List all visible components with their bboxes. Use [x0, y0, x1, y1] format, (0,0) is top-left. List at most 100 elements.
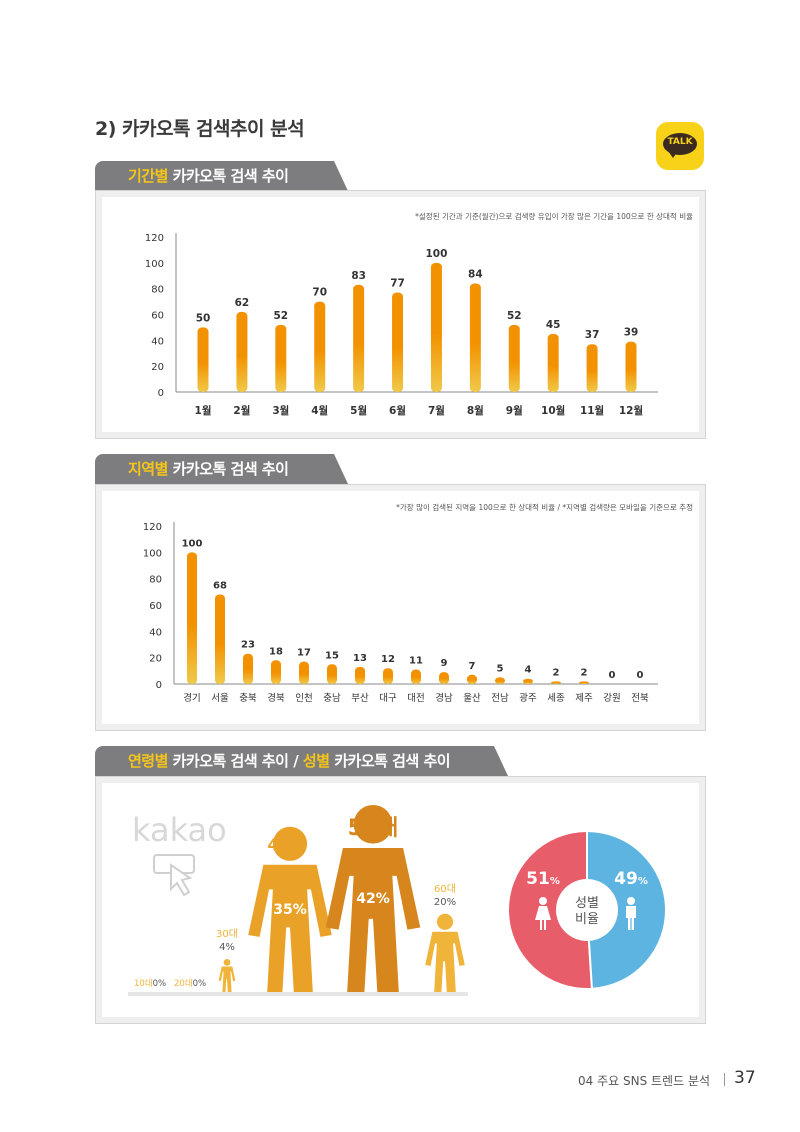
period-bar-chart: 0 20 40 60 80 100 120 50 1월 62 2월 52 3월 70 4월 83 5월 77 6월 1…	[145, 233, 658, 417]
age-value-label: 42%	[356, 891, 390, 907]
bar-value-label: 9	[441, 658, 448, 669]
age-value-label: 20%	[434, 897, 456, 908]
age-label: 50대	[348, 816, 399, 841]
x-tick-label: 광주	[519, 692, 537, 704]
tab-region-rest: 카카오톡 검색 추이	[167, 460, 289, 478]
bar	[547, 333, 559, 392]
bar-value-label: 77	[390, 278, 405, 290]
x-tick-label: 인천	[295, 693, 312, 704]
age-gender-infographic: kakao 10대0% 20대0%30대4%40대35%50대42%60대20% …	[128, 804, 667, 996]
bar	[625, 341, 637, 392]
bar-value-label: 4	[525, 665, 532, 676]
bar	[523, 678, 533, 684]
bar-value-label: 12	[381, 654, 395, 665]
bar	[392, 292, 404, 392]
bar	[327, 664, 337, 684]
bar-value-label: 52	[274, 310, 289, 322]
bar	[586, 344, 598, 392]
region-bar-chart: 020406080100120100경기68서울23충북18경북17인천15충남…	[143, 522, 658, 704]
pie-slice-female	[507, 829, 594, 990]
tab-age-gender: 연령별 카카오톡 검색 추이 / 성별 카카오톡 검색 추이	[95, 746, 508, 776]
y-tick-label: 80	[151, 285, 164, 296]
bar-value-label: 5	[497, 663, 504, 674]
age-label: 20대0%	[174, 979, 206, 989]
bar	[383, 668, 393, 684]
bar	[469, 283, 481, 392]
x-tick-label: 1월	[195, 404, 212, 417]
x-tick-label: 12월	[619, 404, 643, 417]
x-tick-label: 3월	[272, 404, 289, 417]
page-title: 2) 카카오톡 검색추이 분석	[95, 118, 305, 140]
x-tick-label: 경기	[183, 692, 200, 704]
age-figure	[425, 913, 465, 992]
bar-value-label: 0	[609, 670, 616, 681]
y-tick-label: 20	[149, 654, 162, 665]
talk-icon-label: TALK	[667, 137, 693, 147]
x-tick-label: 4월	[311, 404, 328, 417]
age-baseline	[128, 992, 468, 996]
age-figure	[218, 958, 236, 992]
bar	[430, 262, 442, 392]
x-tick-label: 부산	[351, 693, 369, 704]
x-tick-label: 8월	[467, 404, 484, 417]
age-label: 10대0%	[134, 979, 166, 989]
x-tick-label: 제주	[575, 693, 593, 704]
x-tick-label: 5월	[350, 404, 367, 417]
bar-value-label: 68	[213, 580, 227, 591]
bar-value-label: 23	[241, 640, 255, 651]
x-tick-label: 경남	[435, 692, 453, 704]
bar	[243, 653, 253, 684]
y-tick-label: 120	[143, 522, 162, 533]
region-chart-panel: *가장 많이 검색된 지역을 100으로 한 상대적 비율 / *지역별 검색량…	[95, 484, 706, 731]
tab-gender-highlight: 성별	[302, 752, 330, 770]
bar-value-label: 17	[297, 648, 311, 659]
bar	[215, 594, 225, 684]
x-tick-label: 대구	[379, 693, 397, 704]
bar	[353, 284, 365, 392]
x-tick-label: 세종	[547, 693, 565, 704]
pie-center-label: 비율	[575, 912, 599, 927]
bar	[439, 672, 449, 684]
bar-value-label: 83	[351, 270, 366, 282]
y-tick-label: 100	[143, 548, 162, 559]
bar	[355, 666, 365, 684]
tab-region: 지역별 카카오톡 검색 추이	[95, 454, 348, 484]
bar-value-label: 11	[409, 656, 423, 667]
tab-age-rest: 카카오톡 검색 추이 /	[167, 752, 303, 770]
bar	[508, 324, 520, 392]
pie-center-label: 성별	[575, 896, 599, 911]
bar-value-label: 2	[581, 667, 588, 678]
bar-value-label: 70	[312, 287, 327, 299]
age-label: 60대	[434, 883, 456, 895]
footer-divider	[724, 1073, 725, 1086]
x-tick-label: 서울	[211, 693, 229, 704]
tab-period: 기간별 카카오톡 검색 추이	[95, 161, 348, 191]
x-tick-label: 9월	[506, 404, 523, 417]
x-tick-label: 7월	[428, 404, 445, 417]
bar	[275, 324, 287, 392]
y-tick-label: 120	[145, 233, 164, 244]
period-chart-panel: *설정된 기간과 기준(월간)으로 검색량 유입이 가장 많은 기간을 100으…	[95, 190, 706, 439]
age-gender-panel: kakao 10대0% 20대0% 30대 4% 40대 35% 50대 42% 60대 20% …	[95, 776, 706, 1024]
y-tick-label: 0	[156, 680, 162, 691]
pie-slice-label: 51%	[526, 869, 560, 889]
cursor-icon	[153, 854, 195, 897]
tab-gender-rest: 카카오톡 검색 추이	[329, 752, 451, 770]
x-tick-label: 경북	[267, 692, 285, 704]
period-note: *설정된 기간과 기준(월간)으로 검색량 유입이 가장 많은 기간을 100으…	[415, 212, 693, 221]
bar-value-label: 39	[624, 327, 639, 339]
y-tick-label: 0	[158, 388, 164, 399]
bar-value-label: 0	[637, 670, 644, 681]
x-tick-label: 11월	[580, 404, 604, 417]
y-tick-label: 60	[149, 601, 162, 612]
x-tick-label: 울산	[463, 693, 481, 704]
kakaotalk-icon: TALK	[656, 122, 704, 170]
y-tick-label: 100	[145, 259, 164, 270]
y-tick-label: 60	[151, 311, 164, 322]
age-value-label: 4%	[219, 942, 235, 953]
age-label: 30대	[216, 928, 238, 940]
page-number: 37	[734, 1068, 756, 1088]
y-tick-label: 40	[149, 627, 162, 638]
bar	[236, 311, 248, 392]
bar	[197, 327, 209, 392]
